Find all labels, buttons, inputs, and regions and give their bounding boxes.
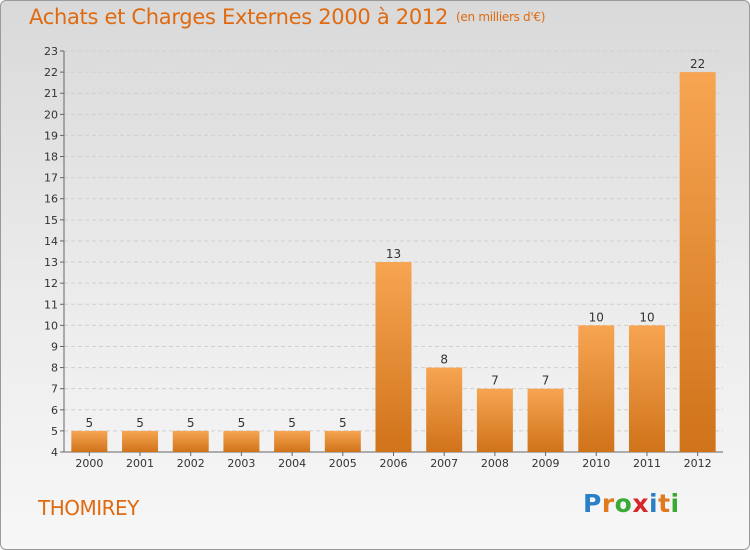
logo-letter: i <box>670 489 680 518</box>
chart-subtitle: (en milliers d'€) <box>456 10 546 24</box>
x-tick-label: 2009 <box>532 457 560 470</box>
bar-value-label: 8 <box>440 353 448 367</box>
x-tick-label: 2011 <box>633 457 661 470</box>
x-tick-label: 2010 <box>582 457 610 470</box>
x-tick-label: 2006 <box>380 457 408 470</box>
bar-value-label: 5 <box>86 416 94 430</box>
y-tick-label: 22 <box>44 66 58 79</box>
bar <box>578 325 615 452</box>
bar-value-label: 7 <box>491 374 499 388</box>
bar-value-label: 5 <box>238 416 246 430</box>
x-tick-label: 2000 <box>75 457 103 470</box>
bar <box>71 430 108 452</box>
bar <box>172 430 209 452</box>
bar <box>527 388 564 452</box>
x-tick-label: 2007 <box>430 457 458 470</box>
logo-letter: i <box>649 489 659 518</box>
y-tick-label: 7 <box>51 383 58 396</box>
x-tick-label: 2004 <box>278 457 306 470</box>
logo-letter: r <box>601 489 615 518</box>
bar-value-label: 10 <box>589 310 604 324</box>
y-tick-label: 19 <box>44 129 58 142</box>
y-tick-label: 12 <box>44 277 58 290</box>
bar <box>324 430 361 452</box>
bar <box>426 367 463 452</box>
y-tick-label: 16 <box>44 193 58 206</box>
bar-value-label: 13 <box>386 247 401 261</box>
y-tick-label: 6 <box>51 404 58 417</box>
bar-value-label: 22 <box>690 57 705 71</box>
chart-title: Achats et Charges Externes 2000 à 2012 <box>29 5 449 29</box>
y-tick-label: 18 <box>44 151 58 164</box>
logo-letter: P <box>583 489 602 518</box>
x-tick-label: 2008 <box>481 457 509 470</box>
y-tick-label: 11 <box>44 298 58 311</box>
x-tick-label: 2001 <box>126 457 154 470</box>
y-tick-label: 20 <box>44 108 58 121</box>
bar <box>122 430 159 452</box>
y-tick-label: 9 <box>51 340 58 353</box>
y-tick-label: 21 <box>44 87 58 100</box>
logo-letter: x <box>632 489 649 518</box>
y-tick-label: 14 <box>44 235 58 248</box>
x-tick-label: 2005 <box>329 457 357 470</box>
y-tick-label: 4 <box>51 446 58 459</box>
bar-value-label: 5 <box>187 416 195 430</box>
bar <box>223 430 260 452</box>
logo-letter: t <box>658 489 671 518</box>
bar <box>679 72 716 453</box>
y-tick-label: 23 <box>44 45 58 58</box>
y-tick-label: 8 <box>51 362 58 375</box>
logo-letter: o <box>614 489 633 518</box>
bar <box>375 262 412 452</box>
y-tick-label: 17 <box>44 172 58 185</box>
city-name: THOMIREY <box>38 496 139 520</box>
proxiti-logo: Proxiti <box>583 489 680 518</box>
bar-value-label: 5 <box>136 416 144 430</box>
x-tick-label: 2002 <box>177 457 205 470</box>
bar-value-label: 5 <box>288 416 296 430</box>
bar-value-label: 5 <box>339 416 347 430</box>
bar-value-label: 10 <box>639 310 654 324</box>
y-tick-label: 15 <box>44 214 58 227</box>
chart-title-block: Achats et Charges Externes 2000 à 2012 (e… <box>29 5 545 29</box>
bar <box>476 388 513 452</box>
y-tick-label: 13 <box>44 256 58 269</box>
bar-value-label: 7 <box>542 374 550 388</box>
bar <box>274 430 311 452</box>
y-tick-label: 5 <box>51 425 58 438</box>
x-tick-label: 2003 <box>227 457 255 470</box>
y-tick-label: 10 <box>44 319 58 332</box>
bar <box>628 325 665 452</box>
x-tick-label: 2012 <box>684 457 712 470</box>
